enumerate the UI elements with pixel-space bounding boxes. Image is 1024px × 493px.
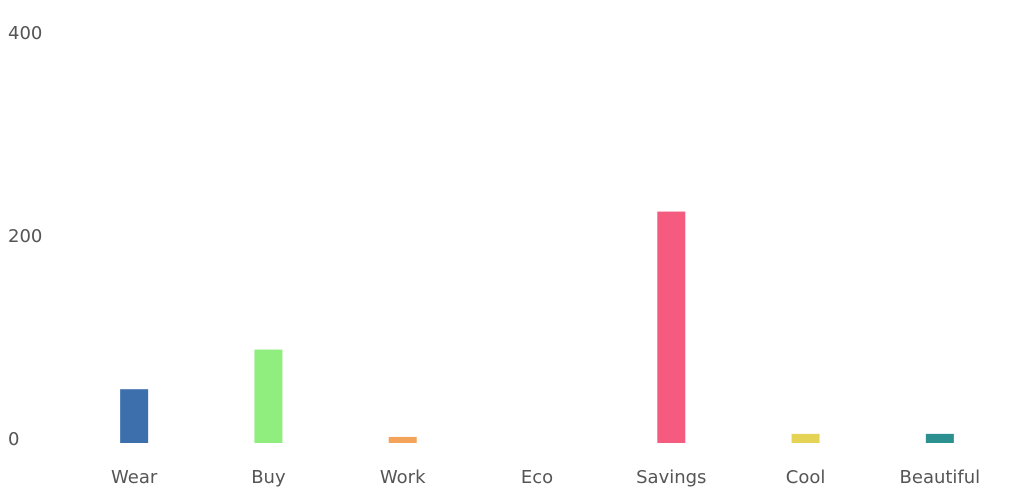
x-tick-label: Wear <box>111 467 158 488</box>
bar <box>791 433 820 443</box>
y-tick-label: 200 <box>8 226 42 247</box>
x-tick-label: Savings <box>636 467 706 488</box>
x-tick-label: Cool <box>786 467 826 488</box>
x-tick-label: Beautiful <box>900 467 981 488</box>
x-tick-label: Buy <box>251 467 286 488</box>
bar <box>925 433 954 443</box>
y-tick-label: 0 <box>8 429 19 450</box>
bar <box>657 211 686 443</box>
bar <box>254 349 283 443</box>
bar <box>120 389 149 443</box>
bar <box>388 436 417 443</box>
x-tick-label: Work <box>380 467 426 488</box>
x-tick-label: Eco <box>521 467 553 488</box>
y-tick-label: 400 <box>8 23 42 44</box>
